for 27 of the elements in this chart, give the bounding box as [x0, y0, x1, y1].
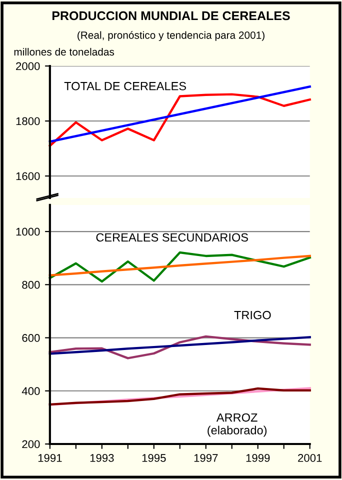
x-tick-label: 2001 [298, 454, 322, 462]
y-tick-label: 800 [22, 280, 40, 289]
annotation: ARROZ (elaborado) [208, 413, 267, 437]
line-series [48, 335, 311, 360]
chart-subtitle: (Real, pronóstico y tendencia para 2001) [78, 31, 264, 41]
y-tick-label: 400 [22, 387, 40, 396]
x-tick-label: 1995 [142, 454, 166, 462]
line-series [48, 251, 311, 283]
line-series [48, 336, 311, 355]
x-tick-label: 1997 [194, 454, 218, 462]
y-tick-label: 1600 [16, 172, 40, 180]
x-tick-label: 1993 [90, 454, 114, 462]
y-tick-label: 1800 [16, 117, 40, 126]
y-tick-label: 2000 [16, 62, 40, 70]
x-tick-label: 1991 [38, 454, 62, 462]
line-series [48, 254, 311, 276]
y-tick-label: 600 [22, 334, 40, 342]
line-series [48, 387, 311, 406]
annotation: TOTAL DE CEREALES [64, 82, 186, 90]
y-tick-label: 1000 [16, 228, 40, 236]
line-series [48, 93, 311, 147]
y-tick-label: 200 [22, 440, 40, 448]
y-axis-title: millones de toneladas [14, 48, 114, 56]
annotation: CEREALES SECUNDARIOS [96, 233, 248, 242]
chart-title: PRODUCCION MUNDIAL DE CEREALES [52, 11, 290, 20]
x-tick-label: 1999 [246, 454, 270, 462]
annotation: TRIGO [234, 310, 271, 320]
